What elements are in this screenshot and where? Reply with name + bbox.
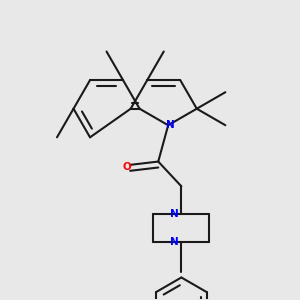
Text: N: N: [167, 120, 175, 130]
Text: N: N: [170, 238, 178, 248]
Text: O: O: [122, 161, 131, 172]
Text: N: N: [170, 209, 178, 219]
